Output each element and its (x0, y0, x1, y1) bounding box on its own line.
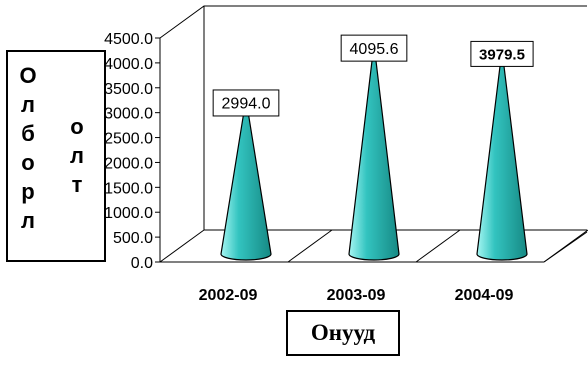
y-axis-title-letter: л (21, 92, 35, 117)
data-label: 2994.0 (222, 96, 271, 113)
cone-bar (220, 98, 272, 261)
cone-bar (476, 49, 528, 261)
y-tick-label: 3000.0 (104, 106, 153, 123)
data-label-box (470, 40, 534, 67)
y-tick-label: 500.0 (113, 230, 153, 247)
data-label: 4095.6 (350, 41, 399, 58)
y-tick-label: 2000.0 (104, 155, 153, 172)
y-axis-title-letter: о (70, 114, 84, 139)
x-tick-label: 2002-09 (199, 287, 258, 304)
floor-left-edge (159, 229, 205, 263)
y-tick-label: 1500.0 (104, 180, 153, 197)
y-tick-label: 4500.0 (104, 31, 153, 48)
y-axis-title-letter: б (21, 121, 35, 146)
x-axis: 2002-09 2003-09 2004-09 (199, 287, 514, 304)
back-wall-top (159, 5, 587, 39)
y-tick-label: 1000.0 (104, 205, 153, 222)
x-axis-title: Онууд (286, 310, 400, 356)
data-label: 3979.5 (479, 46, 525, 63)
y-tick-label: 4000.0 (104, 56, 153, 73)
floor-separator (543, 229, 588, 263)
floor-separator (415, 229, 461, 263)
data-label-box (340, 34, 408, 62)
data-label-box (212, 89, 280, 117)
y-axis-title-letter: р (21, 179, 35, 204)
y-tick-label: 0.0 (131, 255, 153, 272)
y-axis-title-letter: О (19, 63, 37, 88)
y-axis-title-letter: о (21, 150, 35, 175)
y-tick-label: 2500.0 (104, 131, 153, 148)
cone-bar (348, 44, 400, 261)
y-axis-title-letter: т (71, 172, 83, 197)
y-axis: 0.0 500.0 1000.0 1500.0 2000.0 2500.0 3000.0 35… (104, 31, 161, 272)
y-axis-title-letter: л (70, 143, 84, 168)
y-tick-label: 3500.0 (104, 81, 153, 98)
cone-series (220, 44, 588, 263)
x-tick-label: 2004-09 (455, 287, 514, 304)
floor-separator (287, 229, 333, 263)
x-tick-label: 2003-09 (327, 287, 386, 304)
data-labels: 2994.0 4095.6 3979.5 (212, 34, 534, 117)
y-axis-title-letter: л (21, 208, 35, 233)
